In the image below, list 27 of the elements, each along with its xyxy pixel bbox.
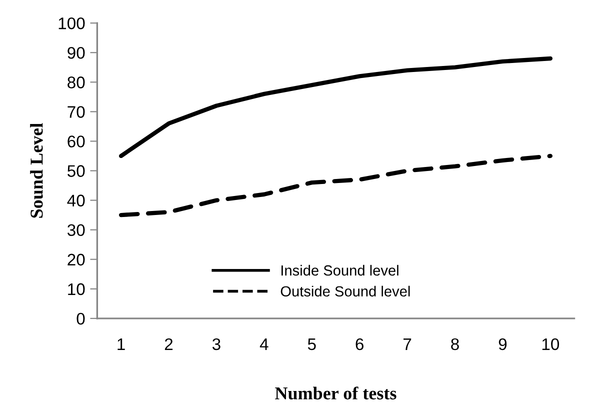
y-tick-label: 0 bbox=[76, 312, 85, 325]
x-tick-label: 9 bbox=[498, 338, 507, 350]
x-axis-title: Number of tests bbox=[275, 386, 396, 400]
x-tick-label: 10 bbox=[542, 338, 560, 350]
x-tick-label: 5 bbox=[308, 338, 316, 350]
y-tick-label: 60 bbox=[68, 136, 85, 148]
y-tick-label: 40 bbox=[67, 194, 85, 206]
x-tick-label: 6 bbox=[356, 338, 364, 350]
x-tick-label: 1 bbox=[118, 338, 125, 350]
line-series bbox=[118, 154, 553, 218]
y-axis-title: Sound Level bbox=[30, 123, 43, 218]
x-tick-label: 4 bbox=[260, 338, 268, 350]
y-tick-label: 70 bbox=[68, 106, 85, 118]
y-tick-label: 20 bbox=[68, 254, 85, 266]
legend-label: Outside Sound level bbox=[280, 286, 410, 297]
y-tick-label: 10 bbox=[68, 283, 85, 296]
x-tick-label: 8 bbox=[451, 338, 459, 350]
x-tick-label: 3 bbox=[212, 338, 220, 350]
y-tick-label: 30 bbox=[67, 224, 85, 236]
x-tick-label: 2 bbox=[164, 338, 173, 350]
line-series bbox=[118, 56, 553, 158]
y-tick-label: 100 bbox=[58, 17, 85, 30]
y-tick-label: 90 bbox=[68, 46, 85, 59]
y-tick-label: 50 bbox=[68, 165, 85, 177]
y-tick-label: 80 bbox=[68, 76, 85, 88]
x-tick-label: 7 bbox=[404, 338, 412, 350]
legend-label: Inside Sound level bbox=[282, 264, 398, 276]
